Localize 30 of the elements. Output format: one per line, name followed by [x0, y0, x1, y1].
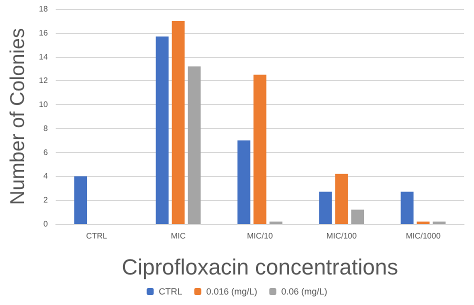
bar: [237, 140, 250, 224]
x-tick-label: MIC/10: [247, 232, 274, 240]
y-tick-label: 18: [38, 4, 48, 14]
bar: [335, 174, 348, 224]
y-axis-title: Number of Colonies: [7, 28, 29, 205]
y-tick-label: 14: [38, 52, 48, 62]
y-tick-label: 8: [43, 124, 48, 133]
bar: [156, 36, 169, 224]
legend-label: 0.06 (mg/L): [281, 286, 328, 296]
bar: [400, 192, 414, 224]
y-tick-label: 2: [43, 196, 48, 205]
bar: [188, 66, 201, 224]
legend-label: 0.016 (mg/L): [206, 286, 258, 296]
y-tick-label: 4: [43, 172, 48, 181]
bar: [319, 192, 332, 224]
bar: [351, 210, 364, 224]
y-tick-label: 10: [38, 100, 48, 110]
x-tick-label: MIC: [170, 232, 186, 240]
bar: [172, 20, 185, 224]
y-tick-label: 12: [38, 76, 48, 86]
x-tick-label: MIC/100: [326, 232, 358, 240]
x-tick-label: CTRL: [86, 232, 108, 240]
y-tick-label: 0: [43, 220, 48, 228]
legend-label: CTRL: [158, 286, 182, 296]
y-tick-label: 16: [38, 28, 48, 38]
bar: [253, 74, 266, 224]
y-tick-label: 6: [43, 148, 48, 157]
x-tick-label: MIC/1000: [406, 232, 442, 240]
x-axis-title: Ciprofloxacin concentrations: [122, 254, 398, 280]
bar: [74, 176, 87, 224]
